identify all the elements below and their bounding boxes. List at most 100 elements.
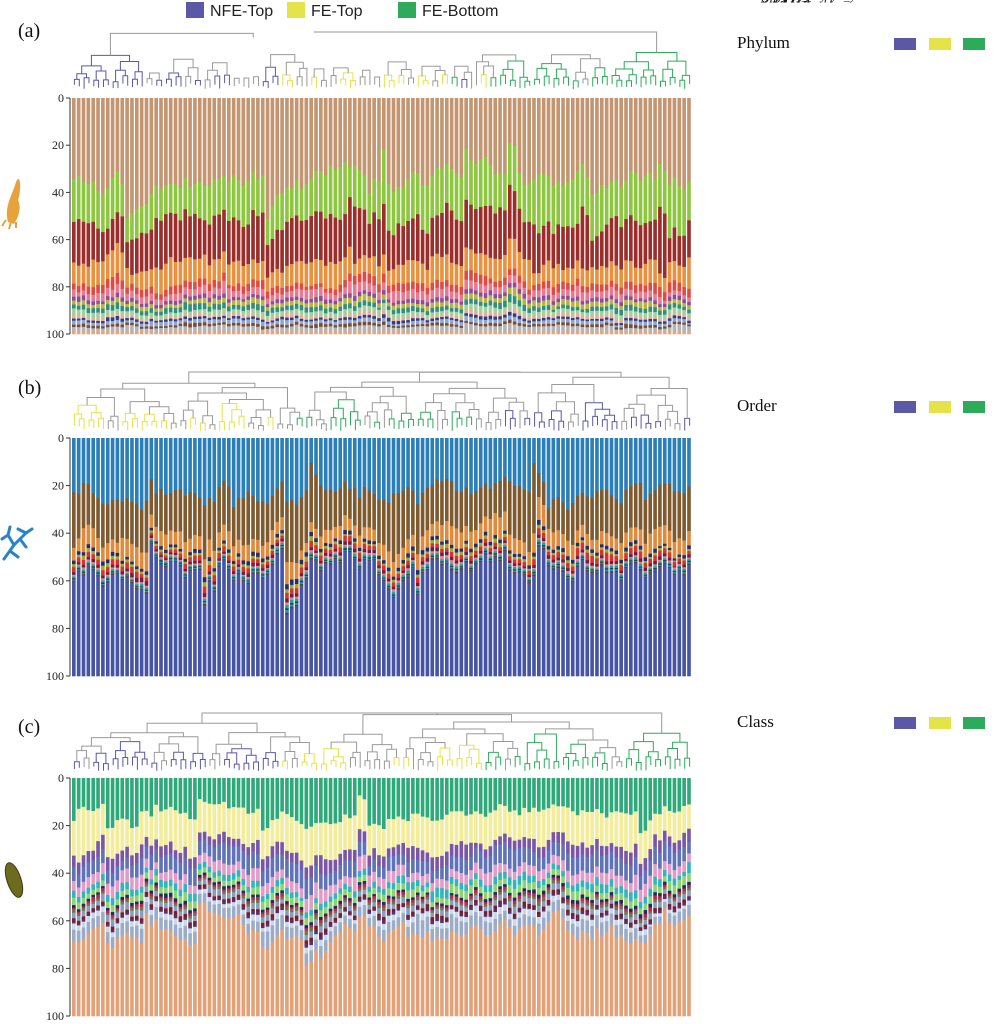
bar-segment-desulfobacterota	[168, 318, 173, 322]
bar-segment-myxococcota	[401, 292, 406, 302]
bar-segment-hypocreales	[629, 438, 633, 487]
bar-segment-cantharellales	[372, 556, 376, 559]
bar-segment-rcp2-54	[256, 324, 260, 328]
dendrogram-branch	[374, 421, 381, 430]
bar-segment-endomyxa	[285, 910, 289, 916]
bar-segment-cercozoa-x	[275, 854, 280, 872]
bar-segment-fungi-ord-incertae-sedis	[609, 569, 614, 572]
bar-segment-other	[357, 325, 362, 332]
bar-segment-fungi-ord-incertae-sedis	[246, 581, 251, 584]
bar-segment-chloroflexota	[319, 283, 323, 288]
bar-segment-spirotrichea	[96, 892, 100, 895]
bar-segment-bacillota	[662, 303, 667, 308]
bar-segment-mortierellales	[430, 547, 435, 552]
bar-segment-filosa-imbricatea	[280, 869, 284, 879]
bar-segment-unclassified	[474, 331, 478, 335]
bar-segment-fungi-ord-incertae-sedis	[633, 560, 638, 563]
sig-letter: c	[972, 0, 977, 3]
bar-segment-rhizophydiales	[260, 558, 265, 563]
bar-segment-bacillariophyceae	[125, 909, 129, 913]
bar-segment-actinomycetota	[638, 180, 643, 226]
bar-segment-hypocreales	[125, 438, 129, 499]
bar-segment-other	[687, 326, 691, 333]
bar-segment-unidentified-ascomycota	[551, 532, 556, 551]
bar-segment-pseudomonadota	[357, 98, 362, 171]
bar-segment-other	[585, 327, 590, 333]
bar-segment-myxococcota	[619, 294, 623, 303]
bar-segment-verrucomicrobiota	[532, 300, 536, 307]
bar-segment-unclassified	[411, 331, 415, 335]
legend-label-rhizophydiales: Rhizophydiales	[754, 0, 834, 3]
bar-segment-mortierellales	[411, 557, 415, 561]
bar-segment-unclassified	[323, 331, 328, 335]
bar-segment-methylomirabilota	[120, 306, 125, 312]
bar-segment-wps-2	[193, 314, 197, 318]
bar-segment-glomerales	[91, 562, 96, 565]
legend-label-unclassified: Unclassified	[755, 0, 820, 3]
bar-segment-mortierellales	[236, 564, 241, 568]
bar-segment-verrucomicrobiota	[493, 298, 498, 303]
bar-segment-desulfobacterota	[653, 319, 657, 322]
bar-segment-verrucomicrobiota	[251, 297, 255, 304]
bar-segment-colpodea	[183, 884, 188, 893]
bar-segment-cantharellales	[352, 556, 357, 559]
bar-segment-cantharellales	[338, 559, 343, 562]
bar-segment-cantharellales	[570, 578, 575, 580]
bar-segment-unidentified-ascomycota	[449, 526, 454, 546]
bar-segment-planctomycetota	[168, 257, 173, 287]
bar-segment-colpodea	[105, 895, 110, 903]
bar-segment-cantharellales	[130, 580, 134, 582]
dendrogram-branch	[454, 65, 469, 78]
dendrogram-branch	[122, 382, 256, 389]
bar-segment-pleosporales	[653, 566, 657, 569]
bar-segment-myxococcota	[415, 292, 420, 301]
bar-segment-mortierellales	[105, 572, 110, 576]
bar-segment-bacillota	[532, 296, 536, 301]
bar-segment-other	[512, 324, 517, 332]
bar-segment-verrucomicrobiota	[323, 303, 328, 309]
bar-segment-pseudomonadota	[120, 98, 125, 185]
bar-segment-bacteroidota	[333, 321, 338, 326]
bar-segment-fungi-ord-incertae-sedis	[120, 578, 125, 580]
bar-segment-desulfobacterota	[120, 318, 125, 323]
bar-segment-verrucomicrobiota	[459, 304, 464, 310]
bar-segment-methylomirabilota	[372, 302, 376, 308]
bar-segment-endomyxa	[159, 901, 163, 908]
bar-segment-filosa-thecofilosea	[139, 892, 144, 902]
bar-segment-agaricales	[217, 553, 221, 559]
bar-segment-unclassified	[304, 332, 309, 335]
bar-segment-rhizophydiales	[590, 549, 594, 554]
legend-title: Phylum	[737, 33, 790, 52]
bar-segment-rcp2-54	[115, 323, 120, 327]
bar-segment-unclassified	[498, 331, 502, 335]
bar-segment-cantharellales	[648, 569, 653, 572]
bar-segment-hypocreales	[299, 438, 304, 498]
dendrogram-branch	[660, 80, 666, 88]
bar-segment-bacillariophyceae	[178, 916, 183, 920]
bar-segment-planctomycetota	[328, 261, 333, 289]
bar-segment-unclassified	[319, 571, 323, 677]
bar-segment-eurotiales	[130, 501, 134, 545]
bar-segment-filosa-imbricatea	[178, 879, 183, 890]
bar-segment-gemmatimonadota	[406, 312, 410, 318]
bar-segment-filosa-sarcomonadea	[260, 778, 265, 831]
bar-segment-tremellales	[624, 566, 628, 569]
bar-segment-hypocreales	[566, 438, 570, 511]
bar-segment-peronosporomycetes	[96, 908, 100, 911]
bar-segment-litostomatea	[188, 928, 192, 934]
bar-segment-thelephorales	[527, 568, 531, 571]
bar-segment-pseudomonadota	[633, 98, 638, 174]
bar-segment-unidentified-ascomycota	[328, 530, 333, 545]
bar-segment-unclassified	[590, 332, 594, 335]
bar-segment-tremellales	[197, 568, 202, 571]
bar-segment-pleosporales	[580, 554, 585, 557]
bar-segment-bacteroidota	[188, 320, 192, 324]
bar-segment-colpodea	[188, 894, 192, 902]
bar-segment-other	[570, 326, 575, 333]
bar-segment-chloroflexota	[493, 281, 498, 288]
bar-segment-methylomirabilota	[164, 308, 168, 315]
bar-segment-rhizophydiales	[299, 559, 304, 565]
bar-segment-wps-2	[304, 317, 309, 321]
bar-segment-spirotrichea	[159, 893, 163, 897]
bar-segment-pleosporales	[662, 558, 667, 561]
